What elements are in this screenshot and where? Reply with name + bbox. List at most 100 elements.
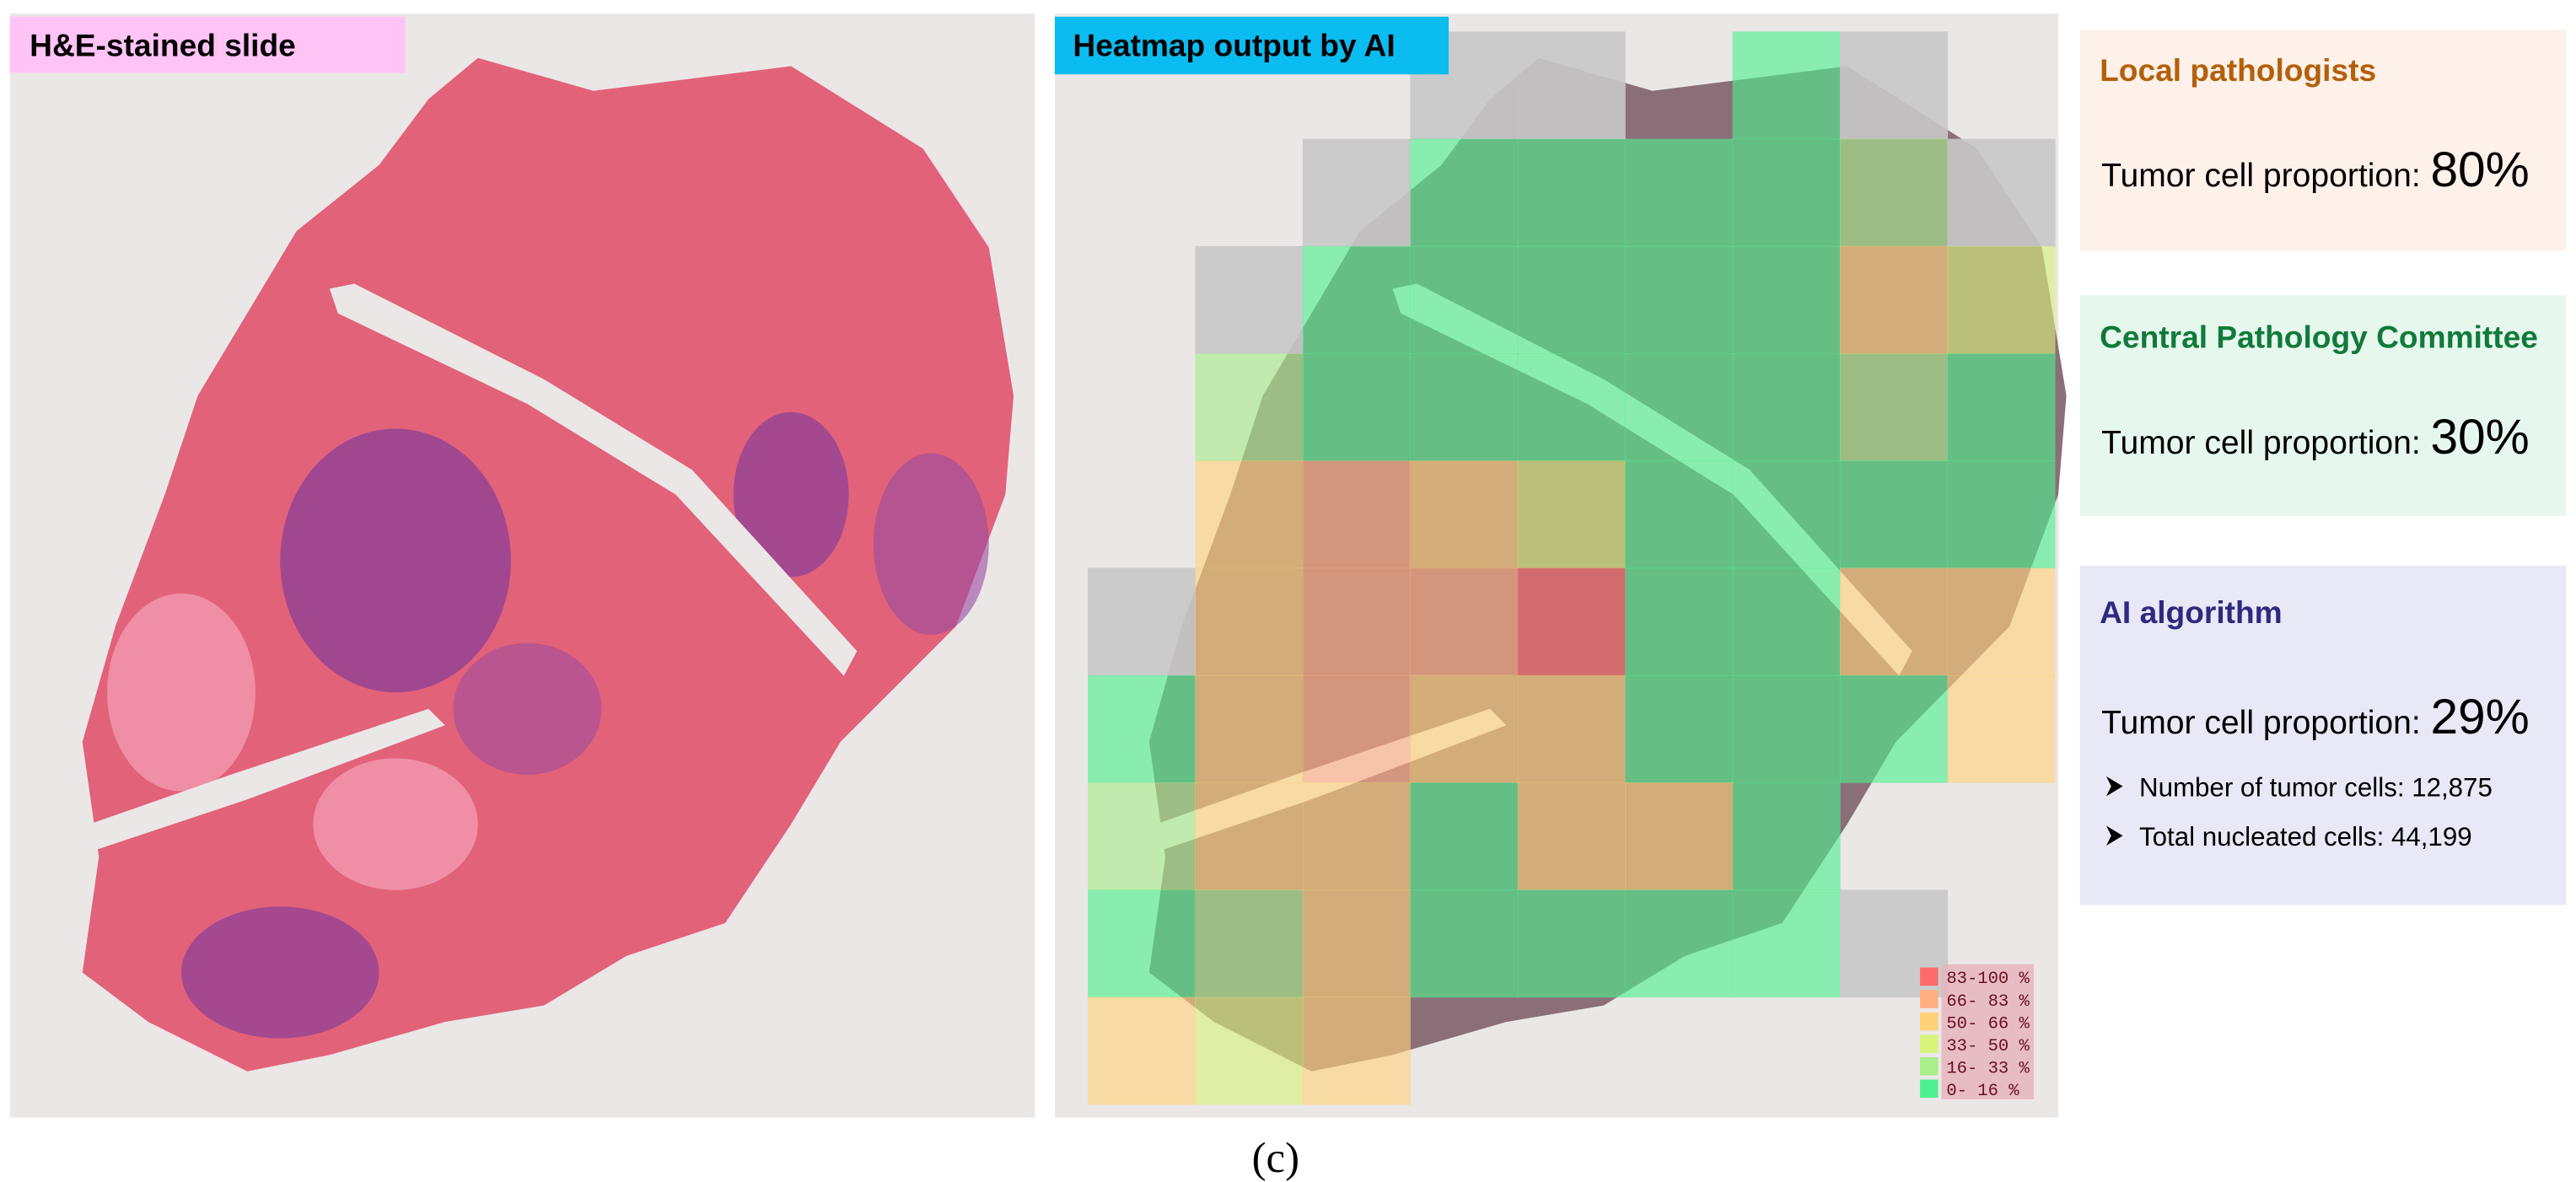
heatmap-cell: [1302, 674, 1411, 783]
heatmap-cell: [1410, 460, 1519, 569]
heatmap-cell: [1947, 567, 2056, 676]
legend-label: 33- 50 %: [1946, 1037, 2030, 1056]
box-title: Central Pathology Committee: [2100, 320, 2538, 355]
heatmap-cell: [1517, 782, 1626, 890]
proportion-line: Tumor cell proportion: 30%: [2101, 410, 2530, 465]
panel-label: H&E-stained slide: [30, 28, 296, 63]
heatmap-cell: [1947, 138, 2056, 247]
heatmap-cell: [1410, 138, 1519, 247]
heatmap-cell: [1302, 782, 1411, 890]
legend-background: [1941, 964, 2034, 1099]
proportion-value: 80%: [2430, 142, 2529, 197]
panel-label: Heatmap output by AI: [1073, 28, 1395, 63]
heatmap-cell: [1840, 567, 1949, 676]
proportion-value: 29%: [2430, 690, 2529, 744]
heatmap-cell: [1517, 567, 1626, 676]
legend-swatch: [1920, 1012, 1939, 1031]
heatmap-cell: [1625, 138, 1734, 247]
legend-swatch: [1920, 1056, 1939, 1076]
heatmap-cell: [1947, 460, 2056, 569]
heatmap-cell: [1195, 889, 1304, 998]
proportion-line: Tumor cell proportion: 80%: [2101, 142, 2530, 197]
legend-label: 66- 83 %: [1946, 992, 2030, 1012]
heatmap-cell: [1302, 567, 1411, 676]
heatmap-cell: [1195, 674, 1304, 783]
heatmap-cell: [1732, 567, 1841, 676]
legend-label: 50- 66 %: [1946, 1014, 2030, 1034]
tissue-he: [66, 57, 1014, 1072]
detail: Number of tumor cells: 12,875: [2139, 772, 2493, 802]
heatmap-cell: [1195, 782, 1304, 890]
heatmap-cell: [1625, 567, 1734, 676]
heatmap-cell: [1840, 460, 1949, 569]
info-box: [2079, 30, 2567, 251]
heatmap-cell: [1947, 245, 2056, 354]
box-title: AI algorithm: [2100, 594, 2283, 630]
heatmap-cell: [1517, 245, 1626, 354]
heatmap-cell: [1625, 245, 1734, 354]
heatmap-cell: [1840, 353, 1949, 461]
box-title: Local pathologists: [2100, 52, 2376, 88]
heatmap-cell: [1195, 997, 1304, 1105]
proportion-label: Tumor cell proportion:: [2101, 425, 2421, 461]
legend-swatch: [1920, 1079, 1939, 1099]
legend-swatch: [1920, 990, 1939, 1008]
heatmap-cell: [1088, 782, 1197, 890]
heatmap-cell: [1840, 138, 1949, 247]
proportion-label: Tumor cell proportion:: [2101, 158, 2421, 194]
heatmap-cell: [1517, 460, 1626, 569]
heatmap-cell: [1517, 138, 1626, 247]
heatmap-cell: [1625, 353, 1734, 461]
legend-label: 16- 33 %: [1946, 1060, 2030, 1079]
heatmap-cell: [1410, 567, 1519, 676]
heatmap-cell: [1840, 674, 1949, 783]
bullet-arrow: [2105, 776, 2123, 797]
legend-swatch: [1920, 967, 1939, 986]
info-box: [2079, 295, 2567, 517]
heatmap-cell: [1302, 353, 1411, 461]
heatmap-cell: [1732, 460, 1841, 569]
heatmap-cell: [1517, 31, 1626, 140]
heatmap-cell: [1732, 353, 1841, 461]
heatmap-cell: [1302, 889, 1411, 998]
heatmap-cell: [1195, 353, 1304, 461]
info-box: [2079, 565, 2567, 905]
heatmap-cell: [1302, 245, 1411, 354]
heatmap-cell: [1410, 782, 1519, 890]
heatmap-cell: [1732, 782, 1841, 890]
heatmap-cell: [1732, 138, 1841, 247]
legend-swatch: [1920, 1034, 1939, 1053]
heatmap-cell: [1410, 353, 1519, 461]
heatmap-cell: [1840, 31, 1949, 140]
heatmap-cell: [1195, 567, 1304, 676]
heatmap-cell: [1302, 997, 1411, 1105]
heatmap-cell: [1195, 460, 1304, 569]
heatmap-cell: [1088, 889, 1197, 998]
legend-label: 0- 16 %: [1946, 1082, 2019, 1101]
heatmap-cell: [1410, 674, 1519, 783]
heatmap-cell: [1088, 997, 1197, 1105]
legend: 83-100 % 66- 83 %50- 66 % 33- 50 % 16- 33 %…: [1920, 964, 2034, 1101]
label-box: [9, 16, 406, 73]
heatmap-cell: [1732, 889, 1841, 998]
heatmap-cell: [1625, 460, 1734, 569]
heatmap-cell: [1732, 245, 1841, 354]
heatmap-cell: [1088, 674, 1197, 783]
proportion-value: 30%: [2430, 410, 2529, 465]
heatmap-cell: [1517, 889, 1626, 998]
legend-label: 83-100 %: [1946, 970, 2030, 989]
heatmap-cell: [1625, 889, 1734, 998]
heatmap-cell: [1732, 674, 1841, 783]
proportion-label: Tumor cell proportion:: [2101, 705, 2421, 741]
detail: Total nucleated cells: 44,199: [2139, 822, 2472, 852]
heatmap-grid: [1088, 31, 2056, 1105]
caption: (c): [1252, 1134, 1299, 1181]
heatmap-cell: [1947, 353, 2056, 461]
heatmap-cell: [1302, 460, 1411, 569]
heatmap-cell: [1625, 674, 1734, 783]
heatmap-cell: [1195, 245, 1304, 354]
heatmap-cell: [1302, 138, 1411, 247]
